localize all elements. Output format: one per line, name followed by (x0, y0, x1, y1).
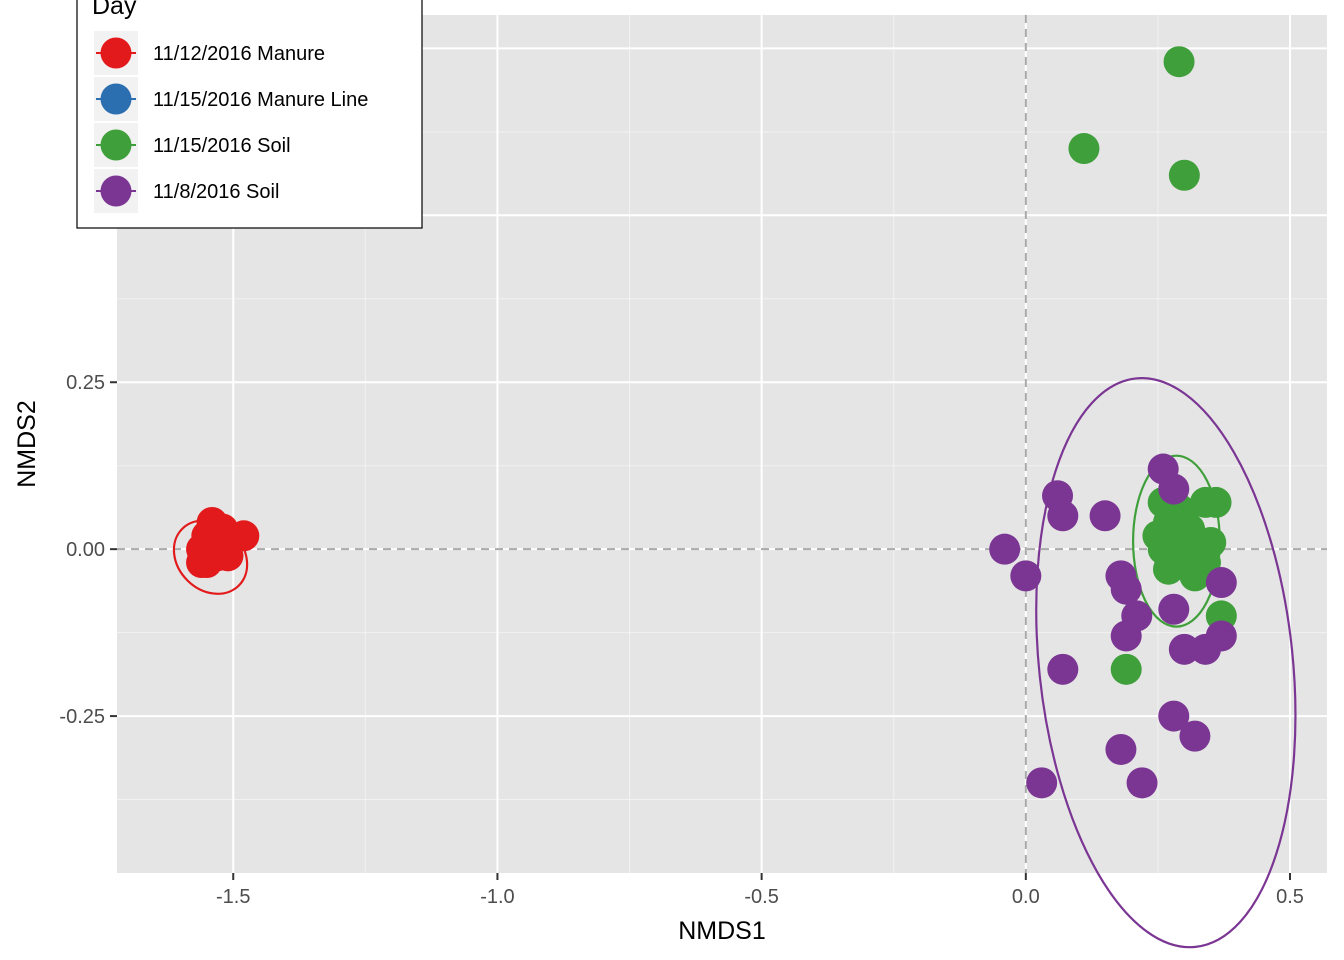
x-tick-label: -1.0 (480, 886, 514, 908)
legend-label: 11/12/2016 Manure (153, 43, 325, 65)
legend-entry-11-15-2016-manure-line: 11/15/2016 Manure Line (94, 77, 368, 121)
data-point (1205, 567, 1237, 599)
data-point (1110, 620, 1142, 652)
data-point (207, 513, 239, 545)
y-tick-label: 0.00 (66, 539, 105, 561)
series-11-12-2016-manure (186, 506, 260, 579)
legend-entry-11-12-2016-manure: 11/12/2016 Manure (94, 31, 325, 75)
data-point (1179, 560, 1211, 592)
legend-key-point (100, 175, 132, 207)
data-point (1068, 133, 1100, 165)
data-point (1126, 767, 1158, 799)
legend-entries: 11/12/2016 Manure 11/15/2016 Manure Line 1… (94, 31, 368, 213)
series-11-8-2016-soil (989, 453, 1237, 799)
data-point (1110, 653, 1142, 685)
legend-entry-11-15-2016-soil: 11/15/2016 Soil (94, 123, 291, 167)
legend: Day 11/12/2016 Manure 11/15/2016 Manure L… (76, 0, 423, 229)
x-axis-ticks: -1.5 -1.0 -0.5 0.0 0.5 (216, 873, 1304, 908)
data-point (1200, 486, 1232, 518)
x-tick-label: -1.5 (216, 886, 250, 908)
data-point (1105, 733, 1137, 765)
data-point (1179, 720, 1211, 752)
data-point (1158, 593, 1190, 625)
x-tick-label: 0.0 (1012, 886, 1040, 908)
legend-label: 11/8/2016 Soil (153, 181, 279, 203)
data-point (1152, 553, 1184, 585)
data-point (989, 533, 1021, 565)
data-point (1163, 46, 1195, 78)
data-point (1010, 560, 1042, 592)
data-point (1110, 573, 1142, 605)
data-point (1089, 500, 1121, 532)
y-tick-label: -0.25 (59, 706, 105, 728)
ellipse-11-8-2016-soil (1035, 377, 1297, 949)
x-tick-label: -0.5 (744, 886, 778, 908)
legend-key-point (100, 37, 132, 69)
legend-label: 11/15/2016 Manure Line (153, 89, 368, 111)
y-axis-title: NMDS2 (13, 400, 41, 488)
reference-lines (117, 15, 1327, 873)
data-point (1189, 633, 1221, 665)
data-point (1168, 159, 1200, 191)
data-points (186, 46, 1237, 799)
data-point (1047, 500, 1079, 532)
y-tick-label: 0.25 (66, 372, 105, 394)
x-axis-title: NMDS1 (678, 917, 766, 945)
data-point (1158, 473, 1190, 505)
legend-title: Day (92, 0, 137, 20)
legend-key-point (100, 83, 132, 115)
legend-key-point (100, 129, 132, 161)
x-tick-label: 0.5 (1276, 886, 1304, 908)
legend-label: 11/15/2016 Soil (153, 135, 291, 157)
data-point (1047, 653, 1079, 685)
data-point (1026, 767, 1058, 799)
data-point (1158, 700, 1190, 732)
legend-entry-11-8-2016-soil: 11/8/2016 Soil (94, 169, 279, 213)
